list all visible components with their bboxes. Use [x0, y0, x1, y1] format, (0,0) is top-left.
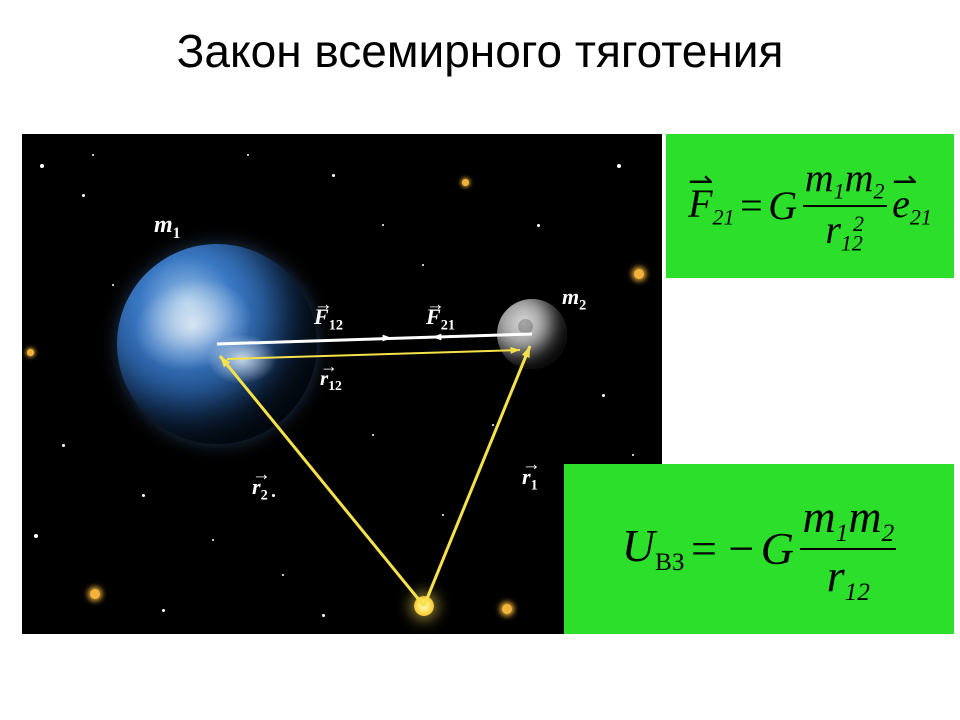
fraction-m1m2-over-r12: m1m2 r12	[800, 493, 896, 606]
U-variable: UВЗ	[622, 523, 685, 575]
formula-force: ⇀F21 = G m1m2 r122 ⇀e21	[666, 134, 954, 278]
gravitational-constant-2: G	[761, 526, 794, 572]
label-m2: m2	[562, 284, 586, 314]
equals-minus: = −	[691, 526, 754, 572]
earth-body	[117, 244, 317, 444]
label-r12: →r12	[320, 366, 342, 394]
label-m1: m1	[154, 212, 180, 243]
formula-potential: UВЗ = − G m1m2 r12	[564, 464, 954, 634]
label-F21: →F21	[426, 304, 455, 334]
moon-body	[497, 299, 567, 369]
slide-title: Закон всемирного тяготения	[0, 24, 960, 78]
origin-point	[414, 596, 434, 616]
label-F12: →F12	[314, 304, 343, 334]
gravitational-constant: G	[768, 186, 797, 226]
F21-vector: ⇀F21	[688, 184, 734, 229]
label-r2: →r2	[252, 474, 268, 504]
label-r1: →r1	[522, 464, 538, 494]
equals-sign: =	[740, 186, 763, 226]
fraction-m1m2-over-r12sq: m1m2 r122	[803, 157, 887, 255]
e21-unit-vector: ⇀e21	[892, 184, 932, 229]
